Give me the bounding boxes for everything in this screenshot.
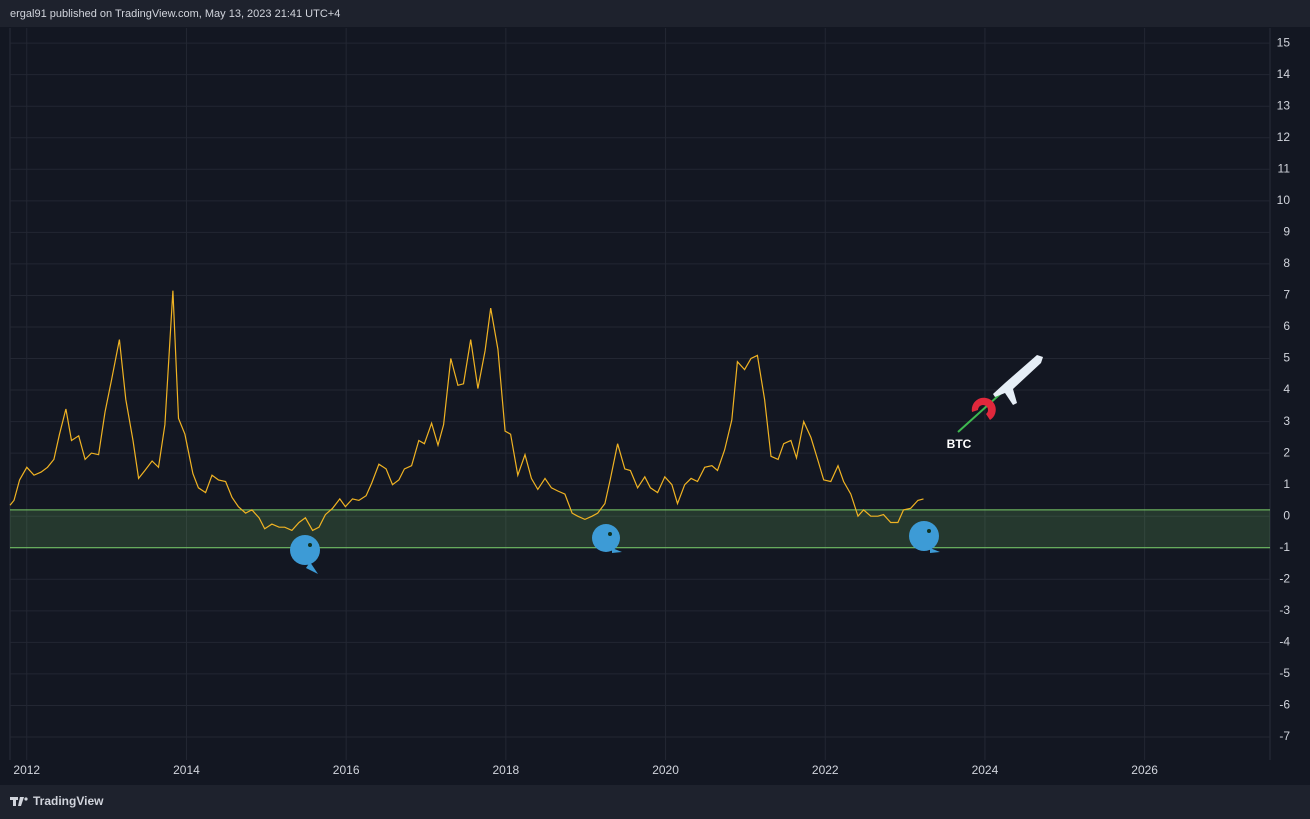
y-tick-label: 13 bbox=[1277, 98, 1291, 112]
y-tick-label: 6 bbox=[1283, 319, 1290, 333]
whale-icon bbox=[290, 535, 320, 574]
whale-icon bbox=[592, 524, 622, 553]
grid bbox=[10, 28, 1270, 760]
y-tick-label: 14 bbox=[1277, 67, 1291, 81]
y-tick-label: -4 bbox=[1279, 635, 1290, 649]
header-text: ergal91 published on TradingView.com, Ma… bbox=[10, 8, 340, 20]
y-tick-label: -3 bbox=[1279, 603, 1290, 617]
y-tick-label: 15 bbox=[1277, 35, 1291, 49]
x-tick-label: 2014 bbox=[173, 763, 200, 777]
tv-logo bbox=[10, 797, 28, 806]
y-tick-label: -5 bbox=[1279, 666, 1290, 680]
band-zone bbox=[10, 509, 1270, 548]
header-bar bbox=[0, 0, 1310, 27]
x-tick-label: 2024 bbox=[972, 763, 999, 777]
y-tick-label: 9 bbox=[1283, 225, 1290, 239]
y-tick-label: 8 bbox=[1283, 256, 1290, 270]
y-tick-label: -6 bbox=[1279, 698, 1290, 712]
y-tick-label: -1 bbox=[1279, 540, 1290, 554]
icons bbox=[290, 355, 1043, 574]
series-line bbox=[9, 290, 924, 532]
y-tick-label: 10 bbox=[1277, 193, 1291, 207]
x-tick-label: 2012 bbox=[13, 763, 40, 777]
y-tick-label: 3 bbox=[1283, 414, 1290, 428]
annotation-label: BTC bbox=[947, 437, 972, 451]
x-tick-label: 2016 bbox=[333, 763, 360, 777]
footer-brand: TradingView bbox=[33, 794, 104, 808]
y-tick-label: -2 bbox=[1279, 571, 1290, 585]
marks bbox=[9, 290, 1270, 549]
plane-icon bbox=[993, 355, 1043, 405]
y-tick-label: 11 bbox=[1278, 161, 1291, 175]
y-tick-label: 5 bbox=[1283, 351, 1290, 365]
magnet-icon bbox=[971, 397, 996, 420]
y-tick-label: 4 bbox=[1283, 382, 1290, 396]
whale-icon bbox=[909, 521, 940, 553]
y-tick-label: 12 bbox=[1277, 130, 1291, 144]
y-tick-label: 0 bbox=[1283, 508, 1290, 522]
y-tick-label: 2 bbox=[1283, 445, 1290, 459]
x-tick-label: 2026 bbox=[1131, 763, 1158, 777]
x-tick-label: 2020 bbox=[652, 763, 679, 777]
footer-bar bbox=[0, 785, 1310, 819]
x-tick-label: 2018 bbox=[493, 763, 520, 777]
x-tick-label: 2022 bbox=[812, 763, 839, 777]
y-tick-label: 1 bbox=[1283, 477, 1290, 491]
y-tick-label: -7 bbox=[1279, 729, 1290, 743]
y-tick-label: 7 bbox=[1283, 288, 1290, 302]
